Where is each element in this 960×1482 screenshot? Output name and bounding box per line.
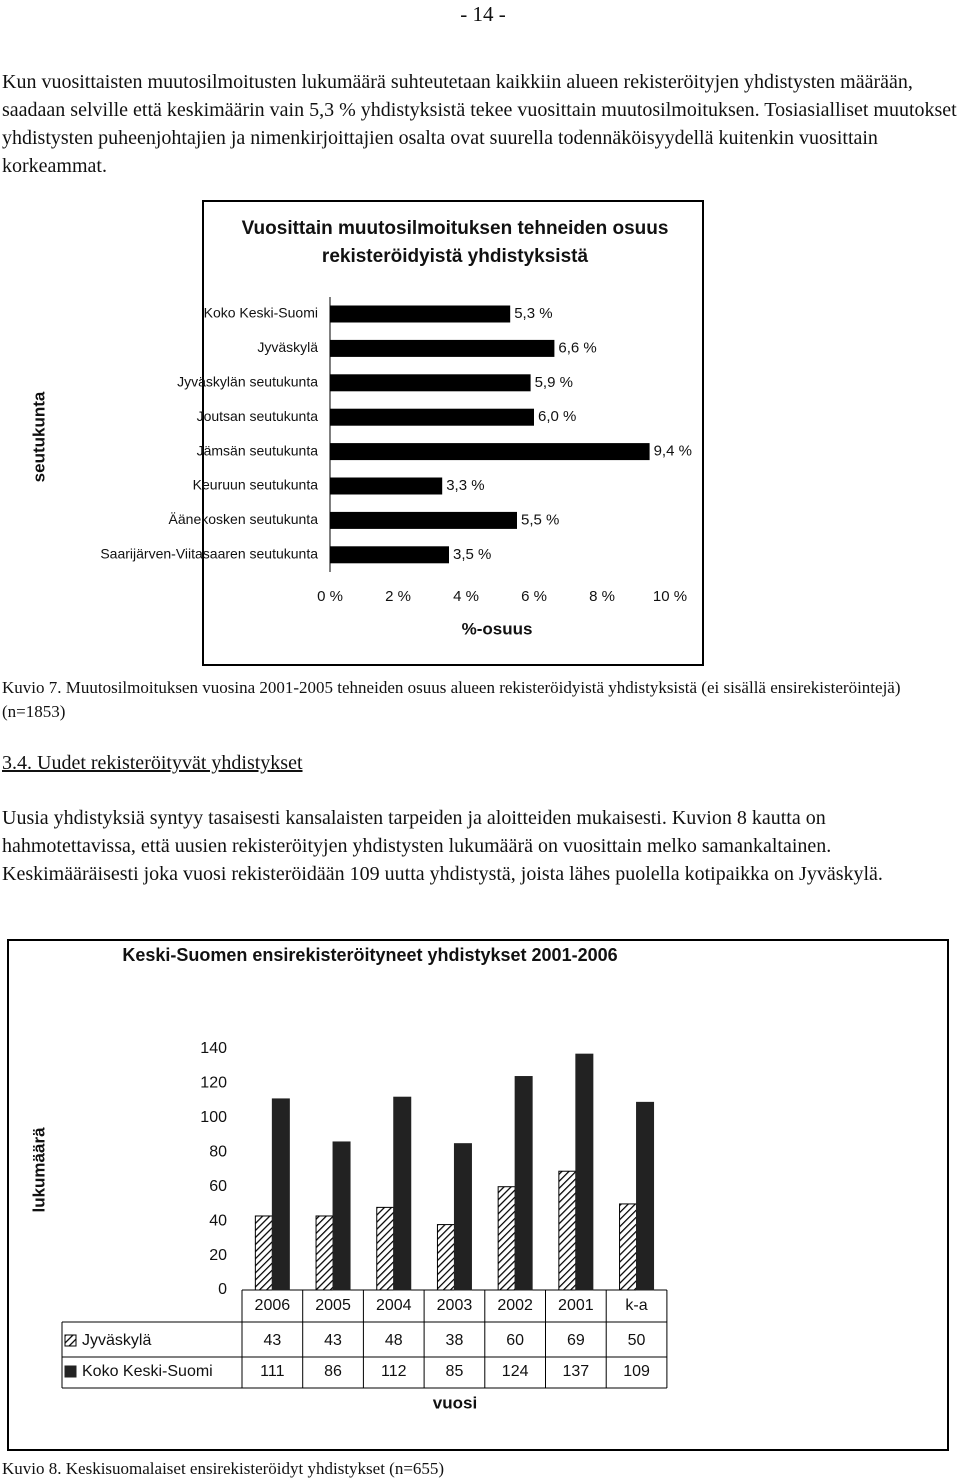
x-tick-label: 2 % bbox=[385, 588, 411, 605]
data-label: 5,5 % bbox=[521, 511, 559, 528]
x-axis-label: vuosi bbox=[433, 1393, 477, 1412]
x-tick-label: 2005 bbox=[315, 1297, 351, 1314]
paragraph: Uusia yhdistyksiä syntyy tasaisesti kans… bbox=[2, 807, 883, 885]
bar bbox=[330, 443, 650, 461]
y-tick-label: 80 bbox=[209, 1144, 227, 1161]
y-tick-label: Joutsan seutukunta bbox=[197, 408, 319, 424]
x-tick-label: 2002 bbox=[497, 1297, 533, 1314]
table-value: 137 bbox=[562, 1363, 589, 1380]
x-tick-label: k-a bbox=[625, 1297, 647, 1314]
bar bbox=[271, 1098, 290, 1291]
table-value: 111 bbox=[260, 1363, 284, 1380]
y-tick-label: Saarijärven-Viitasaaren seutukunta bbox=[100, 546, 318, 562]
bar bbox=[453, 1143, 472, 1291]
x-tick-label: 10 % bbox=[653, 588, 687, 605]
bar bbox=[330, 374, 531, 392]
table-value: 109 bbox=[623, 1363, 650, 1380]
chart-frame bbox=[202, 200, 704, 666]
data-label: 5,9 % bbox=[535, 374, 573, 391]
bar bbox=[393, 1096, 412, 1291]
data-label: 5,3 % bbox=[514, 305, 552, 322]
table-value: 38 bbox=[446, 1332, 464, 1349]
legend-swatch bbox=[64, 1365, 77, 1378]
y-tick-label: 0 bbox=[218, 1281, 227, 1298]
table-value: 69 bbox=[567, 1332, 585, 1349]
x-tick-label: 2004 bbox=[376, 1297, 412, 1314]
table-value: 50 bbox=[628, 1332, 646, 1349]
chart-frame bbox=[7, 939, 949, 1451]
legend-label: Jyväskylä bbox=[82, 1332, 151, 1349]
y-tick-label: 20 bbox=[209, 1247, 227, 1264]
y-tick-label: 120 bbox=[200, 1075, 227, 1092]
legend-label: Koko Keski-Suomi bbox=[82, 1363, 213, 1380]
x-axis-label: %-osuus bbox=[462, 619, 533, 638]
bar bbox=[330, 477, 443, 495]
bar bbox=[330, 305, 511, 323]
data-label: 6,0 % bbox=[538, 408, 576, 425]
bar bbox=[636, 1101, 655, 1291]
heading: 3.4. Uudet rekisteröityvät yhdistykset bbox=[2, 752, 303, 774]
bar bbox=[330, 408, 534, 426]
table-value: 60 bbox=[506, 1332, 524, 1349]
y-tick-label: 60 bbox=[209, 1178, 227, 1195]
paragraph: Kun vuosittaisten muutosilmoitusten luku… bbox=[2, 71, 957, 177]
x-tick-label: 4 % bbox=[453, 588, 479, 605]
x-tick-label: 2001 bbox=[558, 1297, 594, 1314]
bar bbox=[254, 1215, 273, 1291]
x-tick-label: 6 % bbox=[521, 588, 547, 605]
data-label: 3,5 % bbox=[453, 546, 491, 563]
caption: Kuvio 7. Muutosilmoituksen vuosina 2001-… bbox=[2, 678, 901, 721]
bar bbox=[330, 511, 517, 529]
data-label: 9,4 % bbox=[654, 443, 692, 460]
bar bbox=[376, 1206, 395, 1291]
bar bbox=[436, 1224, 455, 1291]
y-tick-label: Jyväskylän seutukunta bbox=[177, 374, 318, 390]
bar bbox=[575, 1053, 594, 1291]
table-value: 43 bbox=[324, 1332, 342, 1349]
data-label: 3,3 % bbox=[446, 477, 484, 494]
x-tick-label: 2003 bbox=[437, 1297, 473, 1314]
chart-title: Keski-Suomen ensirekisteröityneet yhdist… bbox=[122, 945, 618, 965]
x-tick-label: 0 % bbox=[317, 588, 343, 605]
y-tick-label: 100 bbox=[200, 1109, 227, 1126]
y-axis-label: seutukunta bbox=[29, 391, 48, 482]
x-tick-label: 8 % bbox=[589, 588, 615, 605]
bar bbox=[619, 1203, 638, 1291]
y-axis-label: lukumäärä bbox=[29, 1127, 48, 1213]
bar bbox=[332, 1141, 351, 1291]
bar bbox=[514, 1076, 533, 1291]
bar bbox=[497, 1186, 516, 1291]
bar bbox=[558, 1170, 577, 1291]
table-value: 86 bbox=[324, 1363, 342, 1380]
bar bbox=[330, 339, 555, 357]
y-tick-label: 140 bbox=[200, 1040, 227, 1057]
y-tick-label: Jämsän seutukunta bbox=[197, 442, 319, 458]
y-tick-label: 40 bbox=[209, 1212, 227, 1229]
table-value: 48 bbox=[385, 1332, 403, 1349]
chart-title: Vuosittain muutosilmoituksen tehneiden o… bbox=[241, 218, 669, 267]
y-tick-label: Jyväskylä bbox=[257, 339, 318, 355]
page-number: - 14 - bbox=[460, 2, 506, 26]
y-tick-label: Äänekosken seutukunta bbox=[169, 511, 319, 527]
y-tick-label: Keuruun seutukunta bbox=[193, 477, 319, 493]
bar bbox=[315, 1215, 334, 1291]
legend-swatch bbox=[64, 1334, 77, 1347]
table-value: 43 bbox=[263, 1332, 281, 1349]
table-value: 112 bbox=[381, 1363, 407, 1380]
table-value: 85 bbox=[446, 1363, 464, 1380]
bar bbox=[330, 546, 449, 564]
table-value: 124 bbox=[502, 1363, 529, 1380]
caption: Kuvio 8. Keskisuomalaiset ensirekisteröi… bbox=[2, 1459, 445, 1478]
y-tick-label: Koko Keski-Suomi bbox=[204, 305, 318, 321]
x-tick-label: 2006 bbox=[255, 1297, 291, 1314]
data-label: 6,6 % bbox=[558, 339, 596, 356]
